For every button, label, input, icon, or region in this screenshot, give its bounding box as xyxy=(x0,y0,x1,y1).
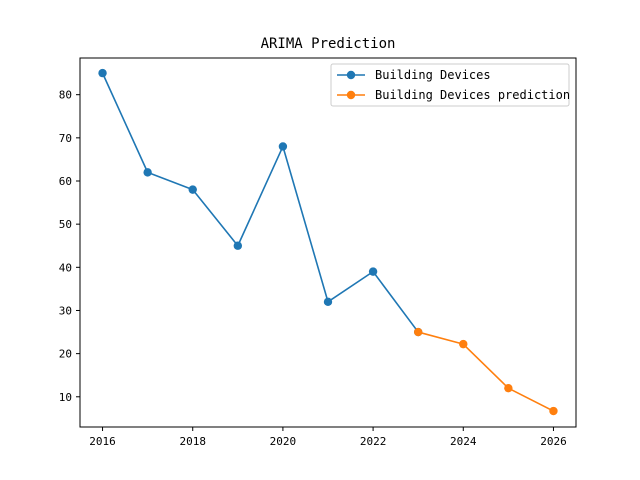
x-tick-label: 2018 xyxy=(179,435,206,448)
y-tick-label: 20 xyxy=(59,348,72,361)
y-tick-label: 70 xyxy=(59,132,72,145)
series-line-1 xyxy=(101,72,419,333)
legend-marker-2 xyxy=(346,90,356,100)
legend-marker-1 xyxy=(346,70,356,80)
series-1-point xyxy=(368,267,378,276)
legend-label-1: Building Devices xyxy=(375,68,491,82)
series-1-point xyxy=(188,185,197,194)
legend-box xyxy=(330,63,570,107)
series-2-point xyxy=(459,339,468,349)
y-tick-label: 80 xyxy=(59,89,72,102)
legend-label-2: Building Devices prediction xyxy=(375,88,570,102)
series-1-point xyxy=(233,241,243,250)
series-1-point xyxy=(98,68,107,78)
x-tick-label: 2024 xyxy=(450,435,477,448)
y-tick-label: 10 xyxy=(59,391,72,404)
series-1-point xyxy=(143,168,152,177)
series-2-point xyxy=(549,406,558,416)
y-tick-label: 60 xyxy=(59,175,72,188)
y-tick-label: 40 xyxy=(59,261,72,274)
series-line-2 xyxy=(417,331,554,412)
x-tick-label: 2026 xyxy=(540,435,567,448)
y-tick-label: 50 xyxy=(59,218,72,231)
y-tick-label: 30 xyxy=(59,304,72,317)
x-tick-label: 2022 xyxy=(360,435,387,448)
chart-title: ARIMA Prediction xyxy=(261,36,396,52)
series-1-point xyxy=(323,297,333,307)
plot-frame xyxy=(79,57,577,428)
x-tick-label: 2016 xyxy=(89,435,116,448)
series-1-point xyxy=(278,142,288,151)
legend: Building Devices Building Devices predict… xyxy=(330,63,570,107)
series-2-point xyxy=(413,327,423,337)
series-2-point xyxy=(504,383,513,393)
x-tick-label: 2020 xyxy=(270,435,297,448)
